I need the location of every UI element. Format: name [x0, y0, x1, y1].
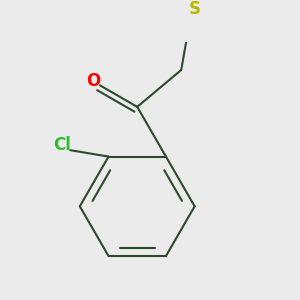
Text: O: O	[86, 71, 101, 89]
Text: Cl: Cl	[53, 136, 71, 154]
Text: S: S	[188, 0, 200, 18]
